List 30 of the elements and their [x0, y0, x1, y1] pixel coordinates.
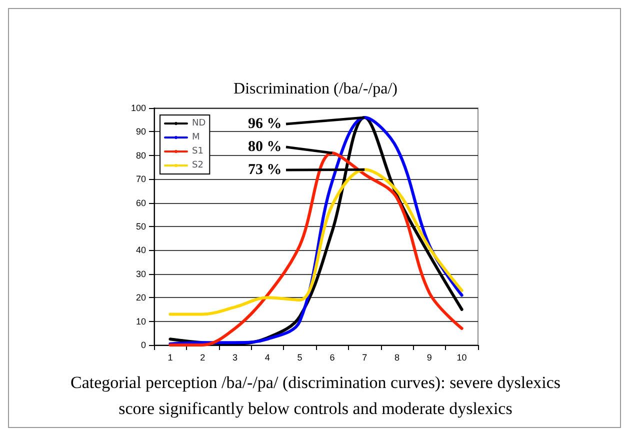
- y-tick-label: 90: [136, 126, 146, 137]
- y-tick-label: 20: [136, 292, 146, 303]
- legend-label: S2: [192, 160, 204, 170]
- annotation: 80 %: [248, 139, 282, 155]
- y-tick-label: 60: [136, 198, 146, 208]
- annotation: 96 %: [248, 116, 282, 132]
- x-tick-label: 6: [330, 352, 335, 362]
- y-tick-label: 10: [136, 316, 146, 326]
- x-tick-label: 5: [297, 352, 302, 362]
- x-tick-label: 4: [264, 352, 270, 362]
- y-tick-label: 100: [130, 103, 146, 113]
- x-tick-label: 7: [362, 352, 368, 362]
- legend-label: S1: [192, 146, 204, 156]
- x-tick-label: 8: [394, 352, 400, 362]
- legend-label: ND: [192, 118, 206, 128]
- x-tick-label: 9: [426, 352, 432, 362]
- x-tick-label: 1: [168, 352, 173, 362]
- y-tick-label: 70: [136, 174, 146, 184]
- annotation: 73 %: [248, 162, 282, 178]
- x-tick-label: 2: [200, 352, 206, 362]
- legend-label: M: [192, 132, 200, 142]
- y-tick-label: 40: [136, 245, 146, 256]
- y-tick-label: 80: [136, 150, 146, 160]
- text: Categorial perception /ba/-/pa/ (discrimination curves): severe dyslexics score significantly below controls and moderate dyslexics: [70, 372, 562, 420]
- y-tick-label: 30: [136, 268, 146, 279]
- x-tick-label: 3: [232, 352, 238, 362]
- x-tick-label: 10: [456, 352, 467, 362]
- chart-title: Discrimination (/ba/-/pa/): [234, 80, 398, 98]
- y-tick-label: 0: [140, 340, 146, 350]
- y-tick-label: 50: [136, 222, 146, 232]
